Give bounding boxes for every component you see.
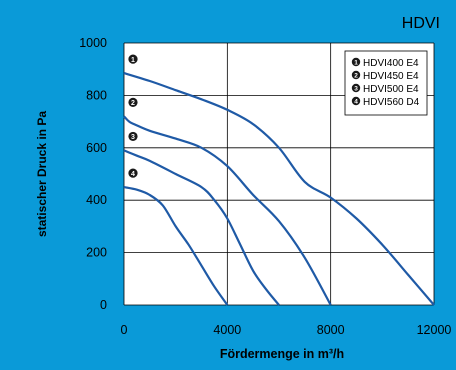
legend-marker-2 bbox=[351, 70, 361, 80]
series-marker-circle-3 bbox=[128, 131, 138, 142]
y-tick-label-5: 1000 bbox=[79, 36, 107, 50]
series-marker-number-1: 1 bbox=[131, 57, 135, 64]
chart-title: HDVI bbox=[402, 15, 440, 32]
series-line-4 bbox=[123, 186, 229, 306]
y-tick-label-4: 800 bbox=[86, 88, 107, 102]
legend-label-4: HDVI560 D4 bbox=[363, 97, 420, 108]
y-tick-label-3: 600 bbox=[86, 141, 107, 155]
legend-entry-2: 2 HDVI450 E4 bbox=[351, 70, 419, 82]
series-marker-2: 2 bbox=[128, 97, 138, 107]
series-marker-circle-1 bbox=[128, 54, 138, 64]
series-marker-number-4: 4 bbox=[131, 171, 135, 178]
legend: 1 HDVI400 E4 2 HDVI450 E4 3 HDVI500 E4 4 HDVI56… bbox=[344, 50, 428, 116]
series-marker-number-3: 3 bbox=[131, 134, 135, 141]
series-line-1 bbox=[123, 72, 435, 306]
series-marker-1: 1 bbox=[128, 54, 138, 64]
series-marker-3: 3 bbox=[128, 131, 138, 142]
x-tick-label-2: 8000 bbox=[317, 323, 345, 337]
series-marker-number-2: 2 bbox=[131, 100, 135, 107]
legend-label-3: HDVI500 E4 bbox=[363, 84, 419, 95]
series-marker-4: 4 bbox=[128, 168, 138, 178]
series-marker-circle-2 bbox=[128, 97, 138, 107]
y-axis-label: statischer Druck in Pa bbox=[35, 111, 49, 237]
legend-entry-1: 1 HDVI400 E4 bbox=[351, 57, 419, 69]
legend-entry-4: 4 HDVI560 D4 bbox=[351, 96, 420, 108]
y-tick-label-0: 0 bbox=[100, 298, 107, 312]
legend-marker-number-3: 3 bbox=[354, 86, 358, 93]
legend-label-1: HDVI400 E4 bbox=[363, 58, 419, 69]
series-marker-circle-4 bbox=[128, 168, 138, 178]
legend-marker-number-1: 1 bbox=[354, 60, 358, 67]
legend-label-2: HDVI450 E4 bbox=[363, 71, 419, 82]
legend-marker-number-4: 4 bbox=[354, 99, 358, 106]
x-tick-label-0: 0 bbox=[121, 323, 128, 337]
x-tick-label-1: 4000 bbox=[213, 323, 241, 337]
legend-entry-3: 3 HDVI500 E4 bbox=[351, 83, 419, 95]
legend-marker-3 bbox=[351, 83, 361, 93]
legend-marker-number-2: 2 bbox=[354, 73, 358, 80]
y-tick-label-1: 200 bbox=[86, 246, 107, 260]
series-line-2 bbox=[123, 115, 332, 306]
x-tick-label-3: 12000 bbox=[417, 323, 452, 337]
y-tick-label-2: 400 bbox=[86, 193, 107, 207]
series-line-3 bbox=[123, 149, 280, 306]
legend-marker-1 bbox=[351, 57, 361, 67]
x-axis-label: Fördermenge in m³/h bbox=[220, 347, 344, 361]
legend-marker-4 bbox=[351, 96, 361, 106]
